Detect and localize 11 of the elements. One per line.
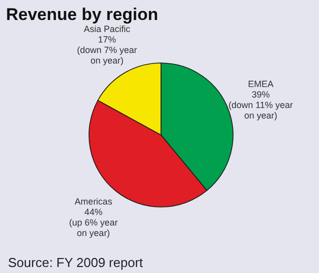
source-note: Source: FY 2009 report bbox=[8, 255, 144, 270]
slice-label: EMEA bbox=[248, 79, 274, 90]
slice-label: Americas bbox=[74, 196, 113, 207]
text: (down 11% year on year) bbox=[228, 100, 293, 121]
data-label: 44% bbox=[84, 207, 102, 218]
slice-label: Asia Pacific bbox=[84, 24, 131, 34]
chart-title: Revenue by region bbox=[6, 5, 158, 24]
text: (up 6% year on year) bbox=[69, 218, 118, 238]
data-label: 39% bbox=[252, 90, 270, 100]
data-label: 17% bbox=[98, 34, 116, 44]
text: (down 7% year on year) bbox=[77, 44, 138, 66]
